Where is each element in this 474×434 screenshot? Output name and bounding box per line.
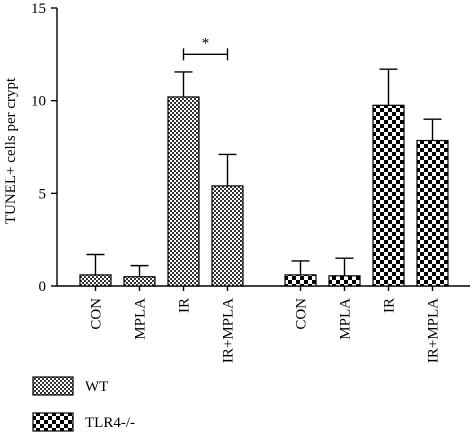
bar-tlr4-con: [284, 274, 317, 287]
x-tick-label-tlr4-mpla: MPLA: [338, 298, 354, 340]
y-tick-label-0: 0: [39, 279, 47, 295]
significance-star: *: [202, 35, 210, 51]
legend-label-tlr4: TLR4-/-: [85, 415, 135, 431]
bar-tlr4-ir-mpla: [416, 139, 449, 287]
annotations: *: [182, 35, 229, 61]
y-axis-title: TUNEL+ cells per crypt: [3, 77, 19, 224]
x-tick-label-wt-con: CON: [89, 298, 105, 330]
x-tick-label-wt-ir: IR: [177, 298, 193, 313]
error-bars: [86, 68, 442, 277]
legend-swatch-wt: [32, 376, 74, 396]
bars: [79, 96, 449, 287]
bar-wt-mpla: [123, 276, 156, 287]
legend-label-wt: WT: [85, 379, 108, 395]
bar-wt-ir: [167, 96, 200, 287]
tick-labels: 0 5 10 15 CON MPLA IR IR+MPLA CON MPLA IR IR+MPLA: [31, 1, 442, 363]
y-tick-label-10: 10: [31, 94, 46, 110]
bar-tlr4-mpla: [328, 275, 361, 287]
x-tick-label-tlr4-con: CON: [294, 298, 310, 330]
legend: WT TLR4-/-: [32, 376, 135, 432]
y-tick-label-5: 5: [39, 186, 47, 202]
bar-wt-con: [79, 274, 112, 287]
x-tick-label-wt-mpla: MPLA: [133, 298, 149, 340]
axes: [51, 7, 470, 291]
bar-tlr4-ir: [372, 104, 405, 287]
y-tick-label-15: 15: [31, 1, 46, 17]
x-tick-label-tlr4-ir-mpla: IR+MPLA: [426, 298, 442, 363]
legend-swatch-tlr4: [32, 412, 74, 432]
bar-wt-ir-mpla: [211, 185, 244, 287]
x-tick-label-tlr4-ir: IR: [382, 298, 398, 313]
x-tick-label-wt-ir-mpla: IR+MPLA: [221, 298, 237, 363]
